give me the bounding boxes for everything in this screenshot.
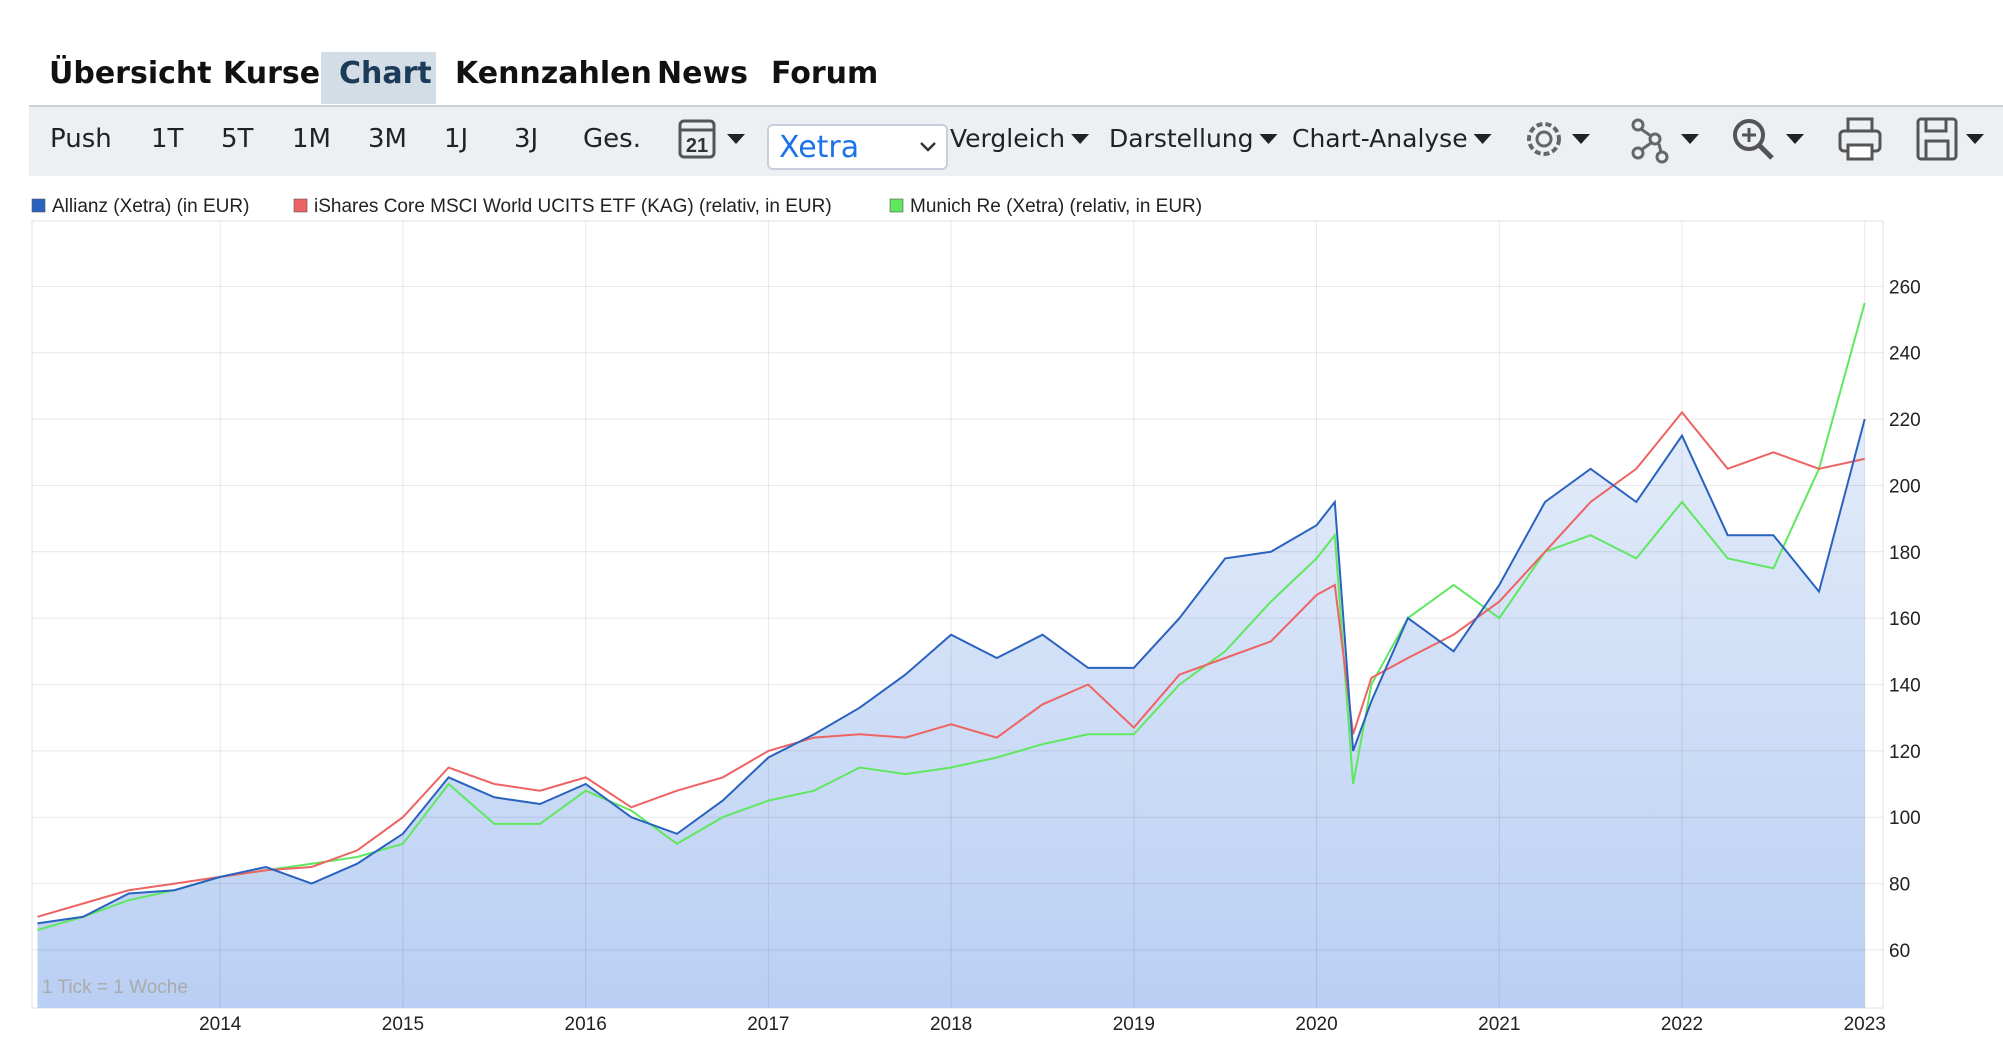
legend-label: iShares Core MSCI World UCITS ETF (KAG) … [314,196,832,217]
calendar-icon[interactable]: 21 [678,119,745,159]
menu-button[interactable]: Darstellung [1109,124,1254,153]
legend-swatch [889,198,904,213]
legend-swatch [293,198,308,213]
y-tick-label: 120 [1889,742,1921,763]
range-button[interactable]: 3J [514,124,539,154]
y-tick-label: 220 [1889,410,1921,431]
y-tick-label: 240 [1889,344,1921,365]
x-tick-label: 2019 [1113,1014,1155,1035]
range-button[interactable]: 3M [368,124,407,154]
area [37,419,1865,1009]
range-button[interactable]: Push [50,124,112,154]
y-tick-label: 180 [1889,543,1921,564]
zoom-icon[interactable] [1733,119,1804,160]
y-tick-label: 200 [1889,476,1921,497]
settings-icon[interactable] [1527,122,1590,156]
exchange-value: Xetra [779,130,860,165]
active-tab-bg [321,52,436,104]
tab[interactable]: Forum [771,56,879,91]
y-tick-label: 160 [1889,609,1921,630]
y-tick-label: 100 [1889,808,1921,829]
tab[interactable]: News [657,56,749,91]
y-tick-label: 80 [1889,875,1910,896]
toolbar [29,105,2003,176]
dropdown-arrow [1473,134,1492,144]
chevron [920,142,936,152]
dropdown-arrow [1259,134,1278,144]
range-button[interactable]: 5T [221,124,254,154]
save-icon[interactable] [1916,117,1984,161]
tick-note: 1 Tick = 1 Woche [42,977,188,998]
calendar-day: 21 [686,135,708,157]
y-tick-label: 60 [1889,941,1910,962]
toolbar-icons: 21 [678,117,1984,164]
tab[interactable]: Kennzahlen [455,56,652,91]
series-line [37,418,1866,925]
compare-icon[interactable] [1631,118,1699,164]
x-tick-label: 2015 [382,1014,424,1035]
y-tick-label: 260 [1889,277,1921,298]
range-button[interactable]: 1M [292,124,331,154]
legend-label: Munich Re (Xetra) (relativ, in EUR) [910,196,1202,217]
range-button[interactable]: Ges. [583,124,641,154]
x-tick-label: 2021 [1478,1014,1520,1035]
x-tick-label: 2017 [747,1014,789,1035]
dropdown-arrow [1071,134,1090,144]
range-button[interactable]: 1T [151,124,184,154]
tab[interactable]: Kurse [223,56,321,91]
print-icon[interactable] [1838,117,1882,161]
series-line [37,410,1865,918]
y-tick-label: 140 [1889,676,1921,697]
x-tick-label: 2023 [1844,1014,1886,1035]
legend-label: Allianz (Xetra) (in EUR) [52,196,249,217]
tab[interactable]: Chart [339,56,432,91]
x-tick-label: 2014 [199,1014,242,1035]
x-tick-label: 2020 [1295,1014,1337,1035]
menu-button[interactable]: Vergleich [950,124,1066,153]
exchange-select[interactable]: Xetra [767,124,948,170]
x-tick-label: 2018 [930,1014,972,1035]
menu-button[interactable]: Chart-Analyse [1292,124,1468,153]
tab[interactable]: Übersicht [49,56,212,91]
range-button[interactable]: 1J [444,124,469,154]
legend-swatch [31,198,46,213]
x-tick-label: 2022 [1661,1014,1703,1035]
x-tick-label: 2016 [565,1014,607,1035]
